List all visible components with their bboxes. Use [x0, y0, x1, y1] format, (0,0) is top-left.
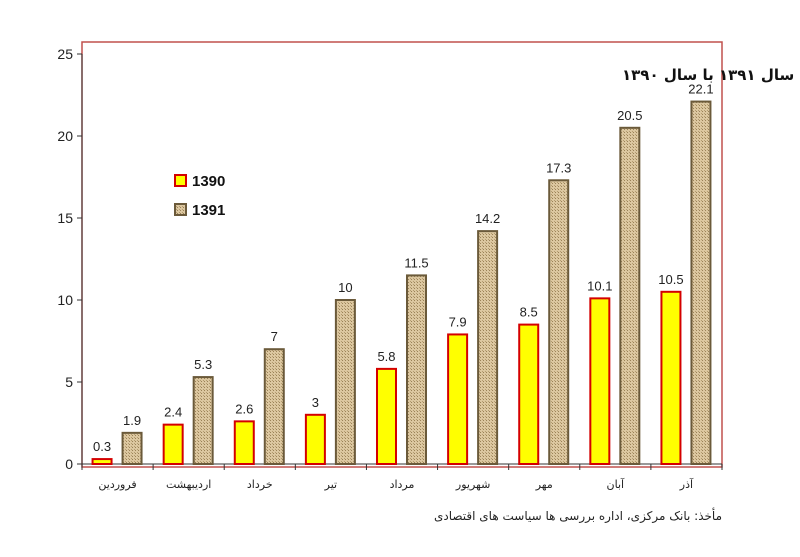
data-label-1390: 5.8	[377, 349, 395, 364]
data-label-1390: 2.6	[235, 401, 253, 416]
data-label-1391: 20.5	[617, 108, 642, 123]
bar-chart: مقایسه نرخ رشد ماهانه نقدینگی در ۹ ماهه …	[57, 41, 800, 491]
x-tick-label: اردیبهشت	[166, 478, 211, 491]
bar-1390	[376, 367, 397, 466]
y-tick-label: 15	[57, 210, 73, 226]
data-label-1390: 10.5	[658, 272, 683, 287]
chart-title: مقایسه نرخ رشد ماهانه نقدینگی در ۹ ماهه …	[622, 66, 800, 84]
data-label-1390: 8.5	[520, 305, 538, 320]
data-label-1390: 7.9	[449, 314, 467, 329]
legend-swatch-1390	[174, 174, 187, 187]
data-label-1391: 22.1	[688, 82, 713, 97]
data-label-1391: 10	[338, 280, 352, 295]
bar-1390	[518, 323, 540, 465]
bar-1390	[91, 458, 113, 465]
x-tick-label: آذر	[679, 477, 694, 491]
bar-1391	[548, 179, 570, 465]
legend-label-1391: 1391	[192, 202, 225, 219]
bar-1391	[263, 348, 285, 466]
bar-1390	[162, 423, 184, 466]
bar-1391	[192, 376, 214, 465]
bar-1390	[304, 413, 326, 465]
data-label-1390: 2.4	[164, 405, 182, 420]
bar-1390	[447, 333, 469, 465]
x-tick-label: مهر	[535, 478, 553, 491]
bar-1391	[619, 126, 641, 466]
x-tick-label: شهریور	[455, 478, 490, 491]
bar-1391	[334, 299, 356, 465]
data-label-1391: 7	[271, 329, 278, 344]
data-label-1391: 14.2	[475, 211, 500, 226]
data-label-1390: 10.1	[587, 278, 612, 293]
y-tick-label: 10	[57, 292, 73, 308]
bar-1391	[690, 100, 712, 465]
data-label-1391: 5.3	[194, 357, 212, 372]
source-note: مأخذ: بانک مرکزی، اداره بررسی ها سیاست ه…	[433, 509, 722, 523]
data-label-1391: 1.9	[123, 413, 141, 428]
bar-1391	[121, 431, 143, 465]
bar-1390	[589, 297, 611, 465]
data-label-1391: 17.3	[546, 160, 571, 175]
x-tick-label: مرداد	[390, 478, 415, 491]
bar-1391	[477, 230, 499, 465]
legend-label-1390: 1390	[192, 173, 225, 190]
data-label-1391: 11.5	[404, 255, 428, 270]
y-tick-label: 0	[65, 456, 73, 472]
bar-1390	[660, 290, 682, 465]
x-tick-label: خرداد	[247, 478, 273, 491]
y-tick-label: 20	[57, 128, 73, 144]
legend-swatch-1391	[174, 203, 187, 216]
bar-1391	[406, 274, 427, 465]
data-label-1390: 0.3	[93, 439, 111, 454]
x-tick-label: فروردین	[98, 478, 136, 491]
bar-1390	[233, 420, 255, 465]
x-tick-label: تیر	[324, 478, 337, 491]
data-label-1390: 3	[312, 395, 319, 410]
x-tick-label: آبان	[607, 477, 625, 491]
y-tick-label: 25	[57, 46, 73, 62]
y-tick-label: 5	[65, 374, 73, 390]
